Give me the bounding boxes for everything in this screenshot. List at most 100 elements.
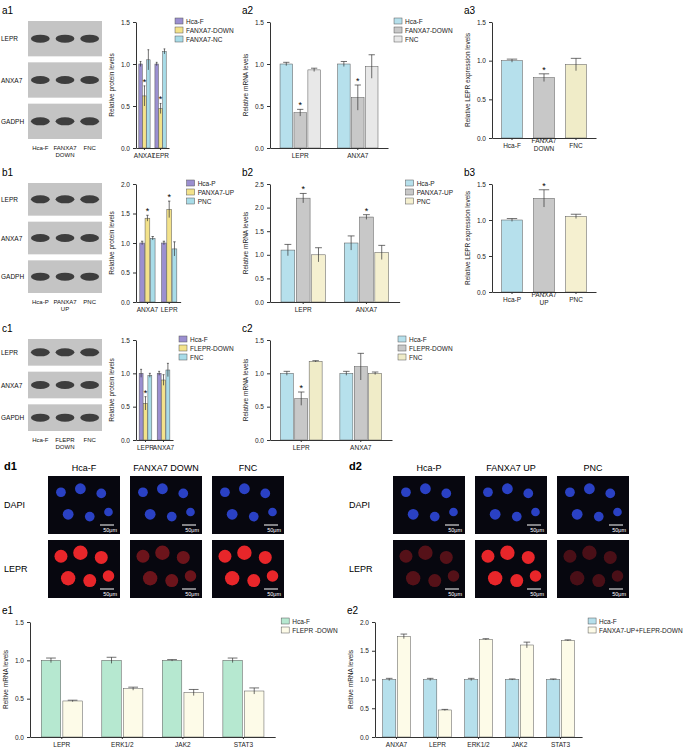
tick-mark: [122, 737, 123, 739]
plot-marks: [140, 201, 177, 302]
error-bar: [348, 236, 355, 250]
x-tick: ANXA7: [350, 440, 372, 451]
x-axis: Hca-PPANXA7UPPNC: [493, 291, 597, 306]
bar: [365, 67, 378, 148]
legend: Hca-PPANXA7-UPPNC: [406, 180, 453, 205]
blot-strip: [28, 372, 102, 399]
error-cap: [173, 241, 175, 242]
x-tick: PANXA7UP: [531, 291, 557, 306]
blot-band: [31, 273, 50, 281]
tick-mark: [576, 138, 577, 140]
nucleus: [531, 508, 540, 517]
y-axis-title: Relative mRNA levels: [242, 358, 249, 421]
nucleus: [167, 512, 177, 522]
x-tick: LEPR: [293, 440, 310, 451]
axis-line: [270, 185, 271, 303]
cell-stain: [103, 570, 115, 582]
error-bar: [539, 190, 549, 207]
error-line: [512, 219, 513, 222]
bar: [167, 209, 172, 302]
tick-label: STAT3: [551, 741, 571, 748]
legend-label: Hca-F: [409, 336, 427, 343]
y-axis: 0.00.51.01.52.02.5: [255, 181, 271, 306]
chart-panel: Hca-FFLEPR-DOWNFNC*0.00.51.01.5LEPRANXA7…: [108, 336, 234, 451]
legend-swatch: [394, 27, 402, 33]
nucleus: [239, 483, 250, 494]
blot-band: [80, 348, 99, 356]
blot-band: [80, 381, 99, 389]
axis-line: [271, 302, 401, 303]
nucleus: [449, 508, 458, 517]
bar: [147, 60, 151, 148]
legend-swatch: [394, 18, 402, 24]
text-line: DOWN: [56, 444, 75, 450]
tick-label: 0.0: [121, 145, 130, 152]
y-axis: 0.00.51.01.52.0: [360, 619, 376, 741]
error-cap: [468, 678, 475, 679]
tick-label: ANXA7: [356, 306, 378, 313]
cell-stain: [155, 546, 169, 560]
error-cap: [128, 687, 138, 688]
legend-label: FANXA7-DOWN: [405, 27, 453, 34]
column-header: PNC: [583, 463, 603, 473]
error-cap: [163, 241, 165, 242]
blot-band: [31, 414, 50, 422]
tick-mark: [489, 184, 492, 185]
nucleus: [420, 483, 431, 494]
tick-label: LEPR: [161, 306, 178, 313]
nucleus: [401, 487, 411, 497]
legend-item: FLEPR -DOWN: [281, 627, 338, 634]
bar: [397, 636, 410, 737]
x-axis: LEPR ANXA7: [271, 440, 393, 451]
error-bar: [442, 709, 449, 710]
error-bar: [164, 49, 166, 54]
nucleus: [220, 487, 230, 497]
tick-label: 0.0: [360, 734, 369, 741]
legend-swatch: [187, 198, 195, 204]
tick-label: 0.0: [255, 299, 264, 306]
y-tick: 0.0: [255, 145, 270, 152]
legend-label: PNC: [198, 198, 212, 205]
y-tick: 0.0: [477, 289, 492, 296]
legend-swatch: [394, 36, 402, 42]
tick-mark: [27, 737, 30, 738]
error-bar: [283, 62, 289, 65]
error-line: [360, 353, 361, 380]
cell-stain: [563, 550, 576, 563]
x-tick: ERK1/2: [467, 737, 490, 748]
bar: [479, 639, 492, 737]
text-line: PANXA7: [53, 299, 77, 305]
scale-bar-label: 50μm: [185, 591, 199, 597]
bar: [438, 710, 451, 737]
nucleus: [75, 483, 86, 494]
y-tick: 1.5: [121, 210, 136, 217]
bar: [534, 78, 555, 138]
chart-panel: c2Hca-FFLEPR-DOWNFNC*0.00.51.01.5LEPRANX…: [242, 323, 453, 451]
tick-label: ANXA7: [347, 152, 369, 159]
blot-band: [56, 195, 75, 203]
error-line: [133, 687, 134, 690]
error-bar: [565, 640, 572, 641]
blot-panel: a1LEPRANXA7GADPHHca-FFANXA7DOWNFNC: [1, 5, 102, 158]
y-tick: 1.0: [255, 61, 270, 68]
tick-mark: [133, 148, 136, 149]
legend-item: FLEPR-DOWN: [398, 345, 453, 352]
blot-strip: [28, 62, 102, 97]
micrograph: 50μm: [48, 540, 120, 598]
bar: [369, 373, 382, 440]
text-line: FNC: [83, 437, 96, 443]
tick-mark: [133, 243, 136, 244]
tick-label: 2.5: [255, 181, 264, 188]
tick-mark: [61, 737, 62, 739]
error-line: [576, 214, 577, 218]
panel-label: b1: [2, 167, 14, 178]
error-bar: [427, 678, 434, 680]
tick-label: 0.0: [477, 289, 486, 296]
y-tick: 1.0: [477, 217, 492, 224]
text-line: DOWN: [534, 145, 555, 152]
y-axis-title: Relative protein levels: [108, 210, 116, 274]
tick-mark: [27, 660, 30, 661]
micrograph: 50μm: [212, 476, 284, 534]
text-line: Hca-F: [32, 145, 49, 151]
annotations: **: [301, 184, 368, 215]
